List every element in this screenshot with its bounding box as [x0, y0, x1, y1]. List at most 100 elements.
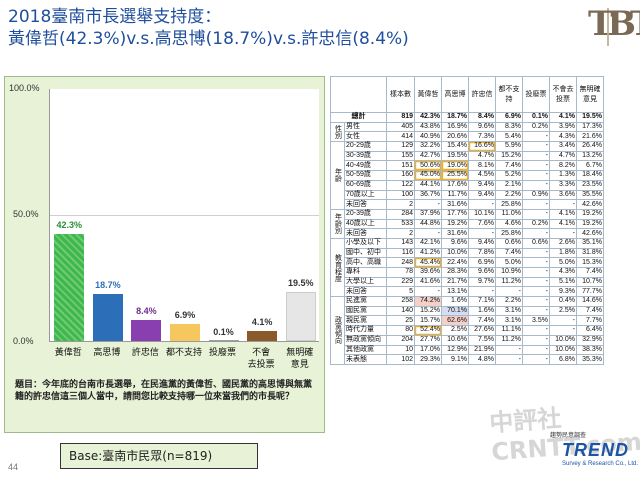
table-cell: 0.2% — [522, 218, 550, 230]
table-row: 時代力量 80 52.4% 2.5% 27.6% 11.1% - -6.4% — [331, 325, 604, 336]
table-cell: - — [522, 208, 550, 220]
table-cell: 5.9% — [495, 141, 523, 152]
total-cell: 42.3% — [414, 112, 442, 123]
table-row: 年齡別 20-39歲 284 37.9% 17.7% 10.1% 11.0% -4.1% 19.… — [330, 208, 604, 239]
table-cell: 18.4% — [576, 170, 604, 181]
x-label-4: 投廢票 — [209, 348, 237, 358]
table-row: 大學以上 229 41.6% 21.7% 9.7% 11.2% -5.1% 10.7% — [331, 276, 604, 288]
table-cell: 3.3% — [549, 179, 577, 191]
table-cell: 6.8% — [549, 354, 577, 365]
trend-pre: 趨勢民意調查 — [550, 432, 587, 439]
table-cell: 11.0% — [495, 208, 523, 220]
table-cell: 62.6% — [441, 315, 469, 327]
row-label: 專科 — [344, 267, 387, 278]
table-cell: 40.9% — [414, 131, 442, 143]
bar-2 — [131, 319, 162, 341]
table-cell: - — [495, 286, 523, 298]
table-row: 70歲以上 100 36.7% 11.7% 9.4% 2.2% 0.9% 3.6% 35.5% — [331, 189, 604, 201]
table-cell: - — [522, 267, 550, 278]
table-cell: 2 — [386, 228, 415, 239]
table-cell: 102 — [386, 354, 415, 365]
value-label-3: 6.9% — [174, 309, 196, 320]
bar-1 — [92, 293, 123, 341]
table-cell: 77.7% — [576, 286, 604, 298]
table-cell: 32.2% — [414, 141, 442, 152]
header-cell: 黃偉哲 — [414, 76, 442, 113]
table-cell: - — [522, 141, 550, 152]
y-tick-0: 0.0% — [13, 336, 34, 346]
table-cell: - — [522, 199, 550, 210]
table-cell: 10.7% — [576, 276, 604, 288]
table-cell: 7.4% — [495, 247, 523, 259]
table-cell: - — [549, 325, 577, 336]
table-cell: 5.1% — [549, 276, 577, 288]
table-cell: 5.0% — [549, 257, 577, 268]
row-label: 女性 — [344, 131, 387, 143]
header-cell: 樣本數 — [386, 76, 415, 113]
value-label-0: 42.3% — [56, 219, 83, 230]
table-cell: 31.6% — [441, 228, 469, 239]
table-cell: 35.1% — [576, 237, 604, 249]
table-cell: 10.0% — [549, 334, 577, 346]
table-row: 高中、高職 248 45.4% 22.4% 6.9% 5.0% -5.0% 15.3% — [331, 257, 604, 268]
table-cell: 5.0% — [495, 257, 523, 268]
table-cell: 3.4% — [549, 141, 577, 152]
table-cell: 31.8% — [576, 247, 604, 259]
table-cell: 15.2% — [495, 150, 523, 162]
table-cell: 17.3% — [576, 121, 604, 133]
table-cell: 8.3% — [495, 121, 523, 133]
table-cell: - — [522, 325, 550, 336]
table-cell: - — [522, 257, 550, 268]
table-cell: 41.2% — [414, 247, 442, 259]
table-row: 未回答 5-13.1% - - -9.3% 77.7% — [331, 286, 604, 298]
table-cell: 7.4% — [495, 160, 523, 172]
table-cell: 31.6% — [441, 199, 469, 210]
table-row: 50-59歲 160 45.0% 25.5% 4.5% 5.2% -1.3% 18.4% — [331, 170, 604, 181]
table-cell: 9.6% — [441, 237, 469, 249]
table-cell: 122 — [386, 179, 415, 191]
table-cell: 4.8% — [468, 354, 496, 365]
table-cell: 70.1% — [441, 305, 469, 317]
table-row: 專科 78 39.6% 28.3% 9.6% 10.9% -4.3% 7.4% — [331, 267, 604, 278]
table-cell: - — [522, 247, 550, 259]
table-cell: 14.6% — [576, 296, 604, 307]
table-cell: 4.3% — [549, 267, 577, 278]
table-cell: 7.7% — [576, 315, 604, 327]
y-tick-50: 50.0% — [13, 209, 39, 219]
table-cell: 151 — [386, 160, 415, 172]
table-cell: 9.1% — [441, 354, 469, 365]
table-cell: 0.2% — [522, 121, 550, 133]
table-cell: 42.6% — [576, 199, 604, 210]
table-cell: 2 — [386, 199, 415, 210]
row-label: 未回答 — [344, 199, 387, 210]
value-label-2: 8.4% — [136, 305, 157, 316]
table-cell: - — [522, 131, 550, 143]
table-cell: 28.3% — [441, 267, 469, 278]
table-row: 40歲以上 533 44.8% 19.2% 7.6% 4.6% 0.2% 4.1% 19.2% — [331, 218, 604, 230]
value-label-4: 0.1% — [213, 326, 234, 337]
row-label: 男性 — [344, 121, 387, 133]
table-cell: 45.4% — [414, 257, 442, 268]
table-cell: 42.1% — [414, 237, 442, 249]
row-label: 40歲以上 — [344, 218, 387, 230]
table-cell: 8.2% — [549, 160, 577, 172]
table-cell: 44.1% — [414, 179, 442, 191]
table-cell: - — [414, 286, 442, 298]
table-cell: 26.4% — [576, 141, 604, 152]
table-cell: 2.6% — [549, 237, 577, 249]
table-row: 無政黨傾向 204 27.7% 10.6% 7.5% 11.2% -10.0% 32.9% — [331, 334, 604, 346]
row-label: 國民黨 — [344, 305, 387, 317]
row-label: 時代力量 — [344, 325, 387, 336]
table-cell: 4.7% — [549, 150, 577, 162]
table-cell: 37.9% — [414, 208, 442, 220]
table-cell: 11.2% — [495, 334, 523, 346]
logo-text: TBT — [588, 4, 640, 44]
table-cell: - — [522, 305, 550, 317]
table-row: 其他政黨 10 17.0% 12.9% 21.9% - -10.0% 38.3% — [331, 344, 604, 356]
x-label-1: 高思博 — [93, 348, 121, 358]
table-row: 教育程度 小學及以下 143 42.1% 9.6% 9.4% 0.6% 0.6% 2.6% 35.… — [330, 237, 604, 298]
y-tick-100: 100.0% — [9, 83, 40, 93]
slide-title: 2018臺南市長選舉支持度： 黃偉哲(42.3%)v.s.高思博(18.7%)v… — [8, 6, 409, 50]
table-total-row: 總計 819 42.3% 18.7% 8.4% 6.9% 0.1% 4.1% 19.5% — [330, 112, 604, 123]
table-cell: 15.3% — [576, 257, 604, 268]
